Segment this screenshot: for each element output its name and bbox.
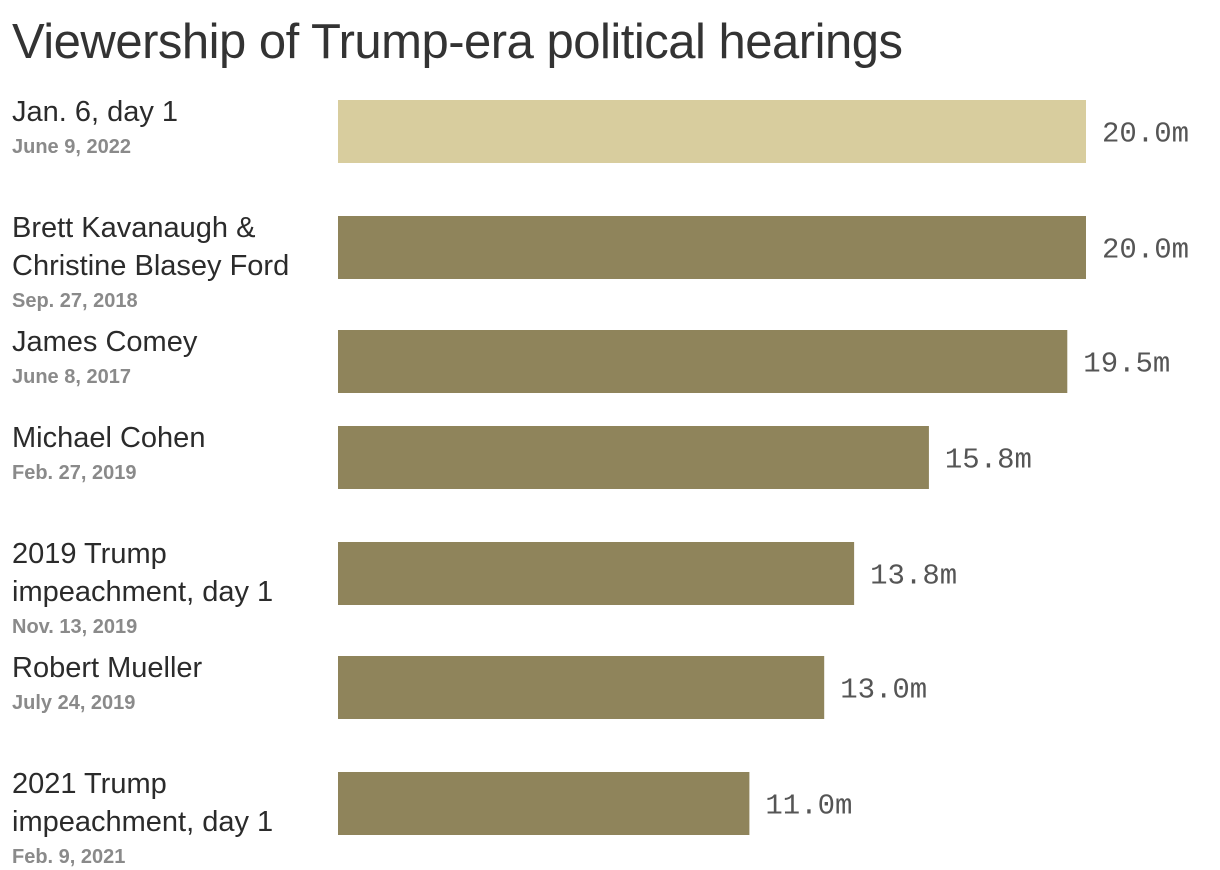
date-label: June 8, 2017 bbox=[12, 366, 131, 388]
value-label: 13.0m bbox=[840, 674, 927, 707]
date-label: Feb. 27, 2019 bbox=[12, 462, 137, 484]
value-label: 19.5m bbox=[1083, 348, 1170, 381]
category-label: 2021 Trump bbox=[12, 768, 167, 800]
bar bbox=[338, 330, 1068, 393]
date-label: Sep. 27, 2018 bbox=[12, 290, 138, 312]
date-label: Feb. 9, 2021 bbox=[12, 846, 125, 868]
category-label: Jan. 6, day 1 bbox=[12, 96, 178, 128]
category-label: James Comey bbox=[12, 326, 198, 358]
bar bbox=[338, 216, 1086, 279]
value-label: 15.8m bbox=[945, 444, 1032, 477]
date-label: June 9, 2022 bbox=[12, 136, 131, 158]
category-label: Michael Cohen bbox=[12, 422, 205, 454]
value-label: 20.0m bbox=[1102, 234, 1189, 267]
value-label: 13.8m bbox=[870, 560, 957, 593]
category-label: impeachment, day 1 bbox=[12, 806, 273, 838]
category-label: Brett Kavanaugh & bbox=[12, 212, 255, 244]
chart-title: Viewership of Trump-era political hearin… bbox=[12, 15, 903, 69]
category-label: 2019 Trump bbox=[12, 538, 167, 570]
bar bbox=[338, 426, 929, 489]
bar bbox=[338, 772, 750, 835]
value-label: 11.0m bbox=[765, 790, 852, 823]
date-label: Nov. 13, 2019 bbox=[12, 616, 137, 638]
date-label: July 24, 2019 bbox=[12, 692, 135, 714]
category-label: Christine Blasey Ford bbox=[12, 250, 289, 282]
bar bbox=[338, 656, 825, 719]
value-label: 20.0m bbox=[1102, 118, 1189, 151]
category-label: Robert Mueller bbox=[12, 652, 203, 684]
bar bbox=[338, 100, 1086, 163]
bar bbox=[338, 542, 855, 605]
category-label: impeachment, day 1 bbox=[12, 576, 273, 608]
